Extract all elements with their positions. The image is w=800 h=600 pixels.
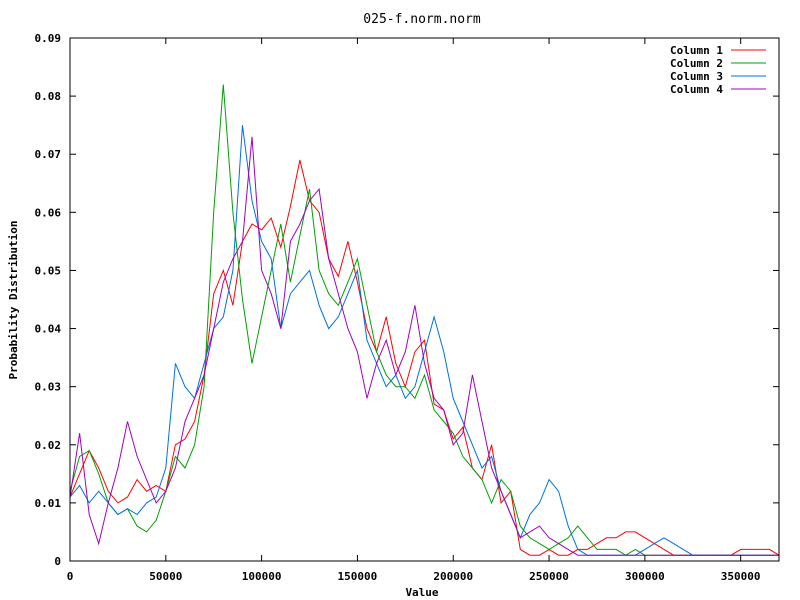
legend-label: Column 2 <box>670 57 723 70</box>
x-axis-label: Value <box>405 586 438 599</box>
x-tick-label: 100000 <box>242 570 282 583</box>
y-tick-label: 0.07 <box>35 148 62 161</box>
ticks-layer: 0 50000 100000 150000 200000 250000 300000 3500… <box>35 32 779 583</box>
x-tick-label: 50000 <box>149 570 182 583</box>
series-line-column-4 <box>69 136 779 556</box>
y-tick-label: 0.05 <box>35 264 62 277</box>
chart-title: 025-f.norm.norm <box>363 12 481 27</box>
series-line-column-2 <box>69 84 779 556</box>
y-tick-label: 0.04 <box>35 323 62 336</box>
x-tick-label: 200000 <box>433 570 473 583</box>
x-tick-label: 150000 <box>338 570 378 583</box>
legend-label: Column 1 <box>670 44 723 57</box>
y-tick-label: 0.03 <box>35 381 62 394</box>
y-tick-label: 0 <box>54 555 61 568</box>
y-tick-label: 0.02 <box>35 439 62 452</box>
y-axis-label: Probability Distribution <box>7 221 20 380</box>
y-tick-label: 0.09 <box>35 32 62 45</box>
series-line-column-3 <box>69 125 779 556</box>
x-tick-label: 300000 <box>625 570 665 583</box>
series-layer <box>69 84 780 556</box>
x-tick-label: 350000 <box>721 570 761 583</box>
y-tick-label: 0.06 <box>35 206 62 219</box>
y-tick-label: 0.01 <box>35 497 62 510</box>
series-line-column-1 <box>69 159 780 556</box>
legend-label: Column 3 <box>670 70 723 83</box>
x-tick-label: 0 <box>67 570 74 583</box>
y-tick-label: 0.08 <box>35 90 62 103</box>
x-tick-label: 250000 <box>529 570 569 583</box>
legend-label: Column 4 <box>670 83 723 96</box>
plot-frame <box>69 37 780 562</box>
